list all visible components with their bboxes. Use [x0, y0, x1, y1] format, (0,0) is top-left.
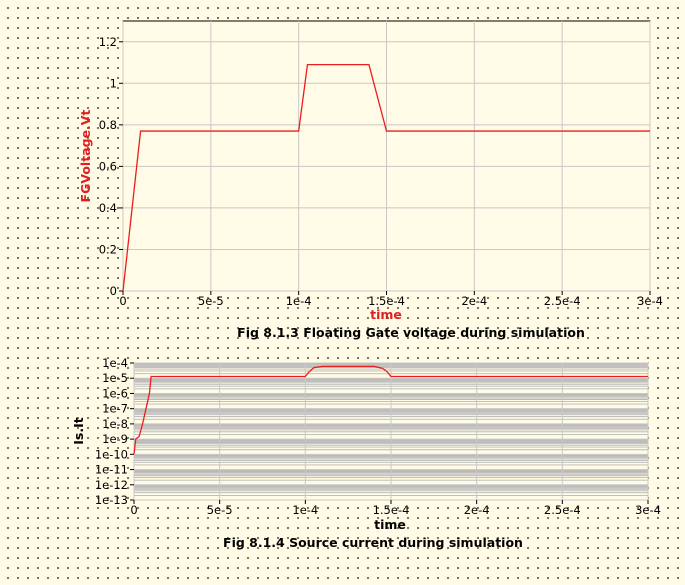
- fg-voltage-y-tick-label: 0: [110, 284, 117, 298]
- source-current-x-tick-label: 2e-4: [464, 503, 490, 517]
- source-current-y-axis-label: Is.It: [71, 417, 86, 444]
- source-current-y-tick-label: 1e-10: [95, 447, 128, 461]
- fg-voltage-x-tick-label: 2.5e-4: [544, 294, 581, 308]
- source-current-y-tick-label: 1e-12: [95, 478, 128, 492]
- source-current-x-tick-label: 2.5e-4: [544, 503, 581, 517]
- source-current-x-tick-label: 3e-4: [635, 503, 661, 517]
- fg-voltage-y-axis-label: FGVoltage.Vt: [78, 110, 93, 203]
- fg-voltage-y-tick-label: 0.8: [99, 118, 117, 132]
- fg-voltage-chart: 0 5e-5 1e-4 1.5e-4 2e-4 2.5e-4 3e-4 0 0.2 0.4 0.6 0…: [78, 20, 663, 340]
- source-current-chart: 0 5e-5 1e-4 1.5e-4 2e-4 2.5e-4 3e-41e-41e-51e-…: [71, 356, 661, 550]
- fg-voltage-grid: [122, 21, 651, 292]
- source-current-series-line: [133, 365, 648, 455]
- fg-voltage-ticks: 0 5e-5 1e-4 1.5e-4 2e-4 2.5e-4 3e-4 0 0.2 0.4 0.6 0…: [99, 35, 663, 308]
- source-current-x-tick-label: 1.5e-4: [373, 503, 410, 517]
- source-current-ticks: 0 5e-5 1e-4 1.5e-4 2e-4 2.5e-4 3e-41e-41e-51e-…: [95, 356, 661, 517]
- fg-voltage-y-tick-label: 0.6: [99, 159, 117, 173]
- source-current-y-tick-label: 1e-7: [102, 402, 128, 416]
- source-current-grid: [133, 362, 649, 501]
- fg-voltage-x-tick-label: 3e-4: [637, 294, 663, 308]
- fg-voltage-y-tick-label: 0.4: [99, 201, 117, 215]
- fg-voltage-y-tick-label: 0.2: [99, 242, 117, 256]
- source-current-x-tick-label: 1e-4: [292, 503, 318, 517]
- fg-voltage-x-tick-label: 2e-4: [461, 294, 487, 308]
- source-current-y-tick-label: 1e-5: [102, 371, 128, 385]
- fg-voltage-x-tick-label: 0: [119, 294, 126, 308]
- fg-voltage-x-axis-label: time: [370, 307, 402, 322]
- fg-voltage-series-line: [122, 63, 650, 292]
- source-current-caption: Fig 8.1.4 Source current during simulati…: [223, 535, 523, 550]
- fg-voltage-caption: Fig 8.1.3 Floating Gate voltage during s…: [237, 325, 585, 340]
- source-current-y-tick-label: 1e-9: [102, 432, 128, 446]
- source-current-x-tick-label: 0: [130, 503, 137, 517]
- source-current-x-tick-label: 5e-5: [207, 503, 233, 517]
- fg-voltage-y-tick-label: 1.2: [99, 35, 117, 49]
- source-current-y-tick-label: 1e-6: [102, 386, 128, 400]
- source-current-y-tick-label: 1e-8: [102, 417, 128, 431]
- source-current-x-axis-label: time: [374, 517, 406, 532]
- source-current-y-tick-label: 1e-4: [102, 356, 128, 370]
- fg-voltage-y-tick-label: 1: [110, 76, 117, 90]
- fg-voltage-x-tick-label: 1e-4: [286, 294, 312, 308]
- fg-voltage-x-tick-label: 1.5e-4: [368, 294, 405, 308]
- source-current-y-tick-label: 1e-13: [95, 493, 128, 507]
- source-current-y-tick-label: 1e-11: [95, 463, 128, 477]
- fg-voltage-x-tick-label: 5e-5: [198, 294, 224, 308]
